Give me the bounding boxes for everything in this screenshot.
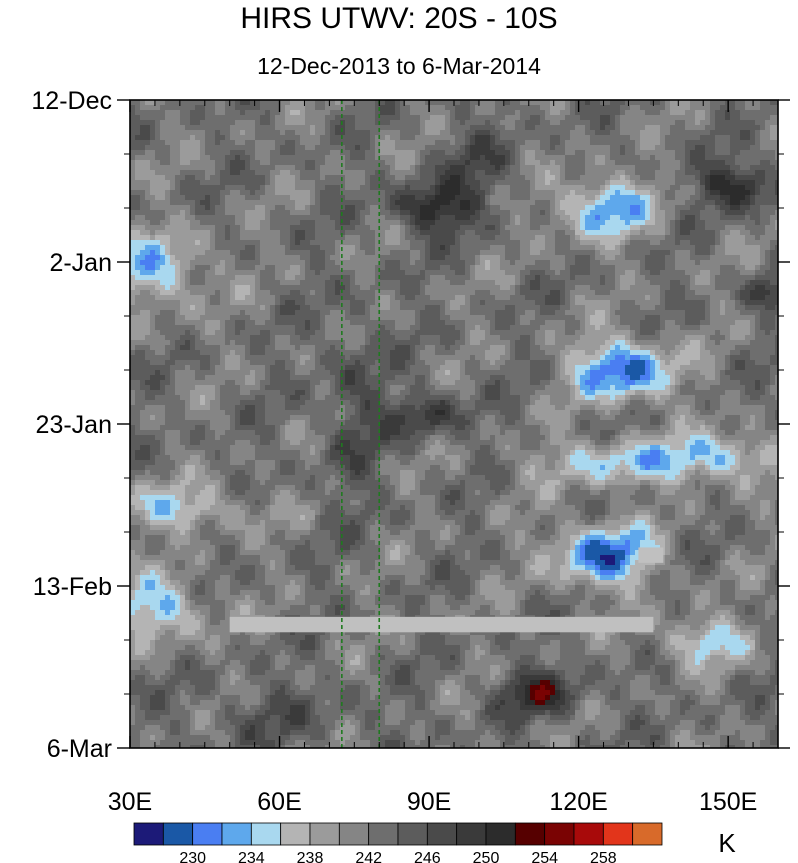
colorbar-swatch <box>397 822 428 846</box>
x-tick-label: 60E <box>257 788 301 816</box>
missing-data-patch <box>638 547 664 563</box>
colorbar-swatch <box>192 822 223 846</box>
axes: 30E 60E 90E 120E 150E 12-Dec 2-Jan 23-Jan 13-Feb… <box>31 87 790 816</box>
colorbar-swatch <box>485 822 516 846</box>
colorbar-swatch <box>250 822 282 846</box>
colorbar-swatch <box>133 822 164 846</box>
colorbar-tick-label: 250 <box>473 850 500 863</box>
x-tick-label: 90E <box>407 788 451 816</box>
colorbar-swatch <box>632 822 663 846</box>
x-tick-label: 150E <box>699 788 757 816</box>
colorbar-swatch <box>368 822 399 846</box>
x-tick-label: 120E <box>549 788 607 816</box>
y-tick-label: 6-Mar <box>47 735 112 763</box>
colorbar-swatch <box>280 822 311 846</box>
colorbar-swatch <box>456 822 487 846</box>
colorbar-swatch <box>573 822 604 846</box>
colorbar-swatch <box>544 822 575 846</box>
y-tick-label: 12-Dec <box>31 87 112 115</box>
colorbar-tick-label: 246 <box>414 850 441 863</box>
colorbar-tick-label: 234 <box>238 850 265 863</box>
colorbar-tick-label: 238 <box>297 850 324 863</box>
colorbar-tick-label: 258 <box>590 850 617 863</box>
x-tick-label: 30E <box>108 788 152 816</box>
colorbar-swatch <box>221 822 252 846</box>
colorbar-tick-label: 230 <box>179 850 206 863</box>
colorbar: 230 234 238 242 246 250 254 258 K <box>133 822 736 863</box>
colorbar-swatch <box>309 822 340 846</box>
colorbar-tick-label: 254 <box>531 850 558 863</box>
overlay-layer <box>229 100 664 748</box>
colorbar-swatch <box>338 822 370 846</box>
colorbar-swatch <box>162 822 194 846</box>
y-tick-label: 2-Jan <box>49 249 112 277</box>
chart-title: HIRS UTWV: 20S - 10S <box>240 2 558 35</box>
colorbar-tick-label: 242 <box>355 850 382 863</box>
y-tick-label: 23-Jan <box>36 411 112 439</box>
colorbar-swatch <box>426 822 458 846</box>
colorbar-unit: K <box>718 828 736 858</box>
colorbar-swatch <box>514 822 546 846</box>
heatmap-field <box>130 100 778 748</box>
chart-subtitle: 12-Dec-2013 to 6-Mar-2014 <box>257 53 541 79</box>
y-tick-label: 13-Feb <box>33 573 112 601</box>
colorbar-swatch <box>602 822 634 846</box>
missing-data-band <box>229 616 654 633</box>
